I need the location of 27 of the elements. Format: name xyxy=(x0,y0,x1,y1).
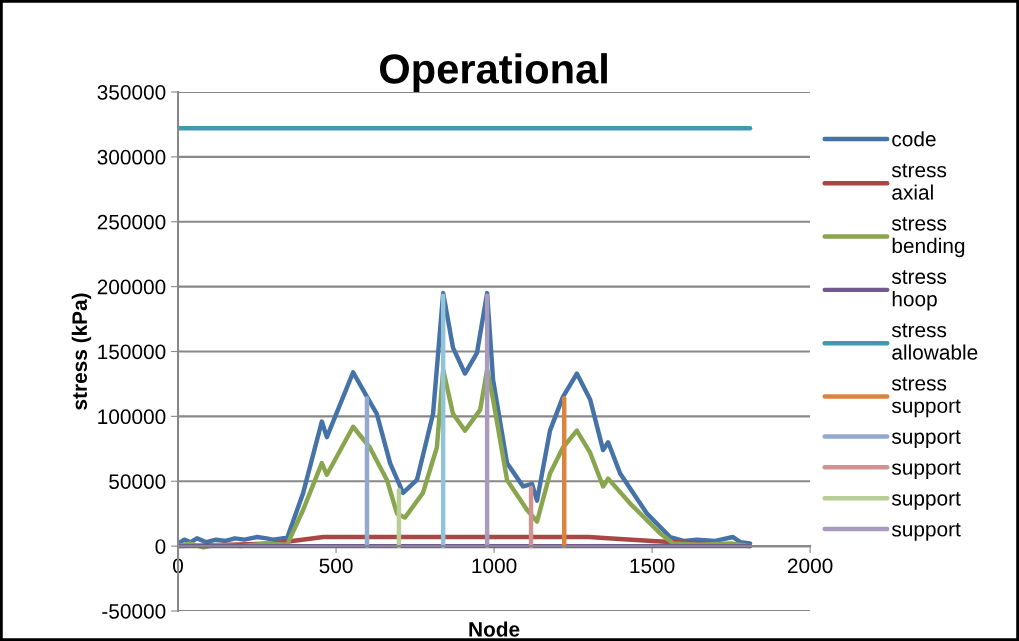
y-tick-label: 0 xyxy=(155,539,166,554)
line-series xyxy=(178,290,753,546)
y-tick-label: 200000 xyxy=(97,279,166,295)
y-tick-label: 100000 xyxy=(98,409,166,425)
x-tick-label: 1000 xyxy=(472,558,517,574)
legend-label: support xyxy=(891,522,961,541)
legend-label: stress allowable xyxy=(891,323,978,360)
y-tick-label: 350000 xyxy=(97,84,166,100)
legend-label: stress bending xyxy=(891,216,965,258)
legend-label: stress support xyxy=(891,376,961,418)
y-tick-label: 300000 xyxy=(97,149,166,165)
legend-label: support xyxy=(891,430,961,449)
x-tick-label: 500 xyxy=(319,558,353,574)
legend-label: stress axial xyxy=(891,163,947,200)
legend-label: stress hoop xyxy=(891,270,947,311)
y-axis-title: stress (kPa) xyxy=(71,293,92,410)
y-tick-label: 150000 xyxy=(98,344,166,360)
legend-label: support xyxy=(891,492,961,510)
legend-label: support xyxy=(891,461,961,479)
y-tick-label: 250000 xyxy=(97,214,166,230)
x-tick-label: 1500 xyxy=(630,558,675,574)
x-axis-title: Node xyxy=(469,621,520,637)
y-tick-label: 50000 xyxy=(109,474,166,489)
x-tick-label: 2000 xyxy=(787,558,833,574)
y-tick-label: -50000 xyxy=(102,604,166,619)
chart-title: Operational xyxy=(380,53,607,92)
legend-label: code xyxy=(892,131,936,147)
